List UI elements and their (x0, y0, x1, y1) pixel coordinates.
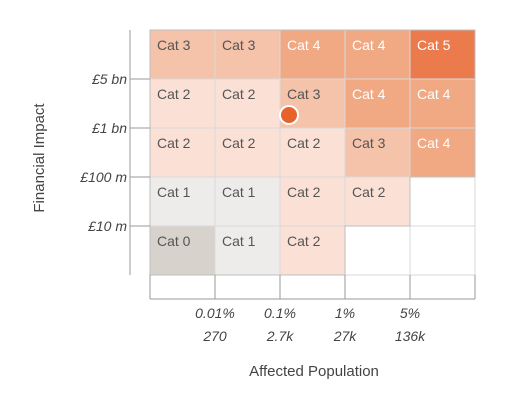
matrix-cell (150, 177, 215, 226)
x-tick-label-percent: 0.1% (264, 305, 296, 321)
y-tick-label: £10 m (87, 218, 127, 234)
cell-label: Cat 4 (352, 37, 386, 53)
matrix-cell (345, 128, 410, 177)
y-tick-label: £1 bn (91, 120, 127, 136)
matrix-cell (345, 177, 410, 226)
matrix-cell (280, 30, 345, 79)
cell-label: Cat 3 (222, 37, 256, 53)
cell-label: Cat 4 (287, 37, 321, 53)
cell-label: Cat 2 (222, 135, 256, 151)
cell-label: Cat 4 (417, 135, 451, 151)
cell-label: Cat 1 (157, 184, 191, 200)
y-axis-title: Financial Impact (31, 103, 48, 213)
matrix-cell (150, 79, 215, 128)
matrix-cell (345, 30, 410, 79)
cell-label: Cat 2 (222, 86, 256, 102)
x-tick-label-count: 27k (333, 328, 358, 344)
matrix-cell (215, 128, 280, 177)
matrix-cell (215, 30, 280, 79)
cell-label: Cat 4 (417, 86, 451, 102)
cell-label: Cat 2 (157, 135, 191, 151)
matrix-cell (150, 30, 215, 79)
matrix-cell (410, 79, 475, 128)
matrix-cell (280, 177, 345, 226)
matrix-cell (410, 30, 475, 79)
cell-label: Cat 3 (157, 37, 191, 53)
cell-label: Cat 1 (222, 184, 256, 200)
matrix-cell (280, 226, 345, 275)
x-axis-title: Affected Population (249, 363, 379, 380)
matrix-cells: Cat 3 Cat 3 Cat 4 Cat 4 Cat 5 Cat 2 Cat 2 Cat 3… (150, 30, 475, 275)
cell-label: Cat 3 (287, 86, 321, 102)
x-tick-label-percent: 5% (400, 305, 420, 321)
cell-label: Cat 2 (287, 184, 321, 200)
marker-dot (281, 107, 297, 123)
y-tick-label: £5 bn (91, 71, 127, 87)
cell-label: Cat 2 (287, 135, 321, 151)
cell-label: Cat 0 (157, 233, 191, 249)
matrix-cell (410, 128, 475, 177)
x-tick-label-percent: 0.01% (195, 305, 235, 321)
x-tick-label-percent: 1% (335, 305, 355, 321)
x-axis: 0.01% 270 0.1% 2.7k 1% 27k 5% 136k (149, 275, 476, 344)
cell-label: Cat 5 (417, 37, 451, 53)
cell-label: Cat 2 (157, 86, 191, 102)
x-tick-label-count: 136k (395, 328, 426, 344)
cell-label: Cat 2 (287, 233, 321, 249)
x-tick-label-count: 2.7k (266, 328, 294, 344)
x-tick-label-count: 270 (202, 328, 227, 344)
matrix-cell (150, 128, 215, 177)
cell-label: Cat 1 (222, 233, 256, 249)
y-axis: £5 bn £1 bn £100 m £10 m (79, 30, 150, 275)
matrix-cell (280, 128, 345, 177)
matrix-cell (215, 226, 280, 275)
y-tick-label: £100 m (79, 169, 127, 185)
marker-layer (279, 105, 299, 125)
matrix-cell (215, 177, 280, 226)
matrix-gridlines (149, 29, 476, 276)
matrix-cell (215, 79, 280, 128)
matrix-cell (150, 226, 215, 275)
cell-label: Cat 2 (352, 184, 386, 200)
matrix-cell (345, 79, 410, 128)
cell-label: Cat 4 (352, 86, 386, 102)
cell-label: Cat 3 (352, 135, 386, 151)
